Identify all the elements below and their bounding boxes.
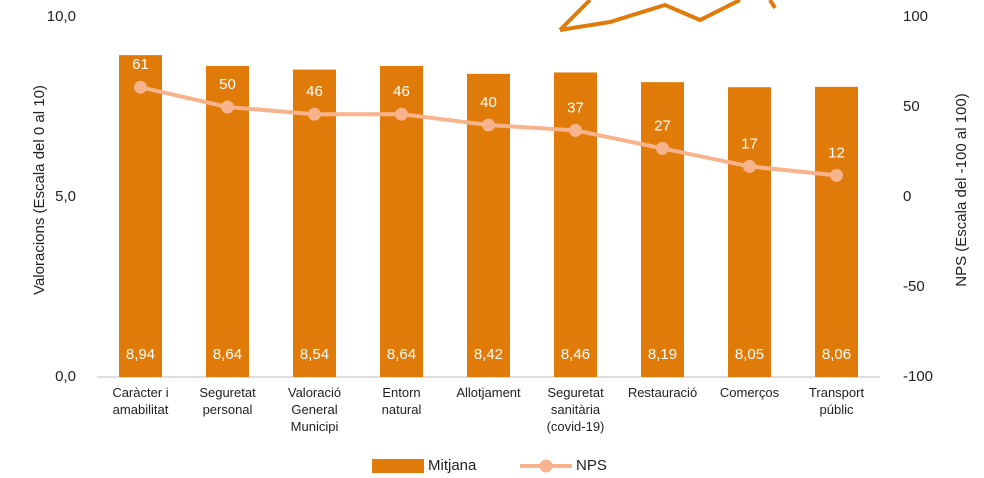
bar — [728, 87, 771, 377]
y-tick-label: 5,0 — [55, 188, 76, 205]
line-value-label: 61 — [132, 56, 149, 73]
bar-value-label: 8,94 — [126, 346, 155, 363]
line-value-label: 37 — [567, 99, 584, 116]
bar-value-label: 8,42 — [474, 346, 503, 363]
decoration — [560, 0, 775, 30]
bar-value-label: 8,05 — [735, 346, 764, 363]
line-marker — [308, 108, 321, 121]
line-value-label: 40 — [480, 94, 497, 111]
y2-tick-label: -50 — [903, 278, 925, 295]
line-marker — [569, 124, 582, 137]
x-tick-label: Seguretat sanitària (covid-19) — [531, 384, 621, 435]
legend-swatch-marker — [540, 460, 553, 473]
legend-label: NPS — [576, 457, 607, 474]
y2-tick-label: 50 — [903, 98, 920, 115]
bar-value-label: 8,19 — [648, 346, 677, 363]
x-tick-label: Entorn natural — [357, 384, 447, 418]
line-marker — [743, 160, 756, 173]
bar-value-label: 8,64 — [387, 346, 416, 363]
legend-swatch — [372, 459, 424, 473]
bar — [815, 87, 858, 377]
line-marker — [221, 101, 234, 114]
line-value-label: 46 — [393, 83, 410, 100]
bar-value-label: 8,54 — [300, 346, 329, 363]
y2-tick-label: 100 — [903, 8, 928, 25]
x-tick-label: Seguretat personal — [183, 384, 273, 418]
line-value-label: 27 — [654, 117, 671, 134]
legend-label: Mitjana — [428, 457, 477, 474]
y-axis-title: Valoracions (Escala del 0 al 10) — [31, 85, 48, 295]
x-tick-label: Caràcter i amabilitat — [96, 384, 186, 418]
line-marker — [482, 119, 495, 132]
line-marker — [830, 169, 843, 182]
bar — [119, 55, 162, 377]
chart: Valoracions (Escala del 0 al 10) NPS (Es… — [0, 0, 984, 478]
x-tick-label: Restauració — [618, 384, 708, 401]
line-marker — [656, 142, 669, 155]
x-tick-label: Valoració General Municipi — [270, 384, 360, 435]
line-value-label: 46 — [306, 83, 323, 100]
bar-value-label: 8,46 — [561, 346, 590, 363]
y2-axis-title: NPS (Escala del -100 al 100) — [953, 93, 970, 286]
bar — [554, 72, 597, 377]
line-value-label: 17 — [741, 135, 758, 152]
bar-value-label: 8,64 — [213, 346, 242, 363]
line-marker — [395, 108, 408, 121]
y-tick-label: 10,0 — [47, 8, 76, 25]
x-tick-label: Comerços — [705, 384, 795, 401]
line-value-label: 50 — [219, 76, 236, 93]
y-tick-label: 0,0 — [55, 368, 76, 385]
x-tick-label: Allotjament — [444, 384, 534, 401]
y2-tick-label: -100 — [903, 368, 933, 385]
line-marker — [134, 81, 147, 94]
x-tick-label: Transport públic — [792, 384, 882, 418]
bar-value-label: 8,06 — [822, 346, 851, 363]
y2-tick-label: 0 — [903, 188, 911, 205]
line-value-label: 12 — [828, 144, 845, 161]
